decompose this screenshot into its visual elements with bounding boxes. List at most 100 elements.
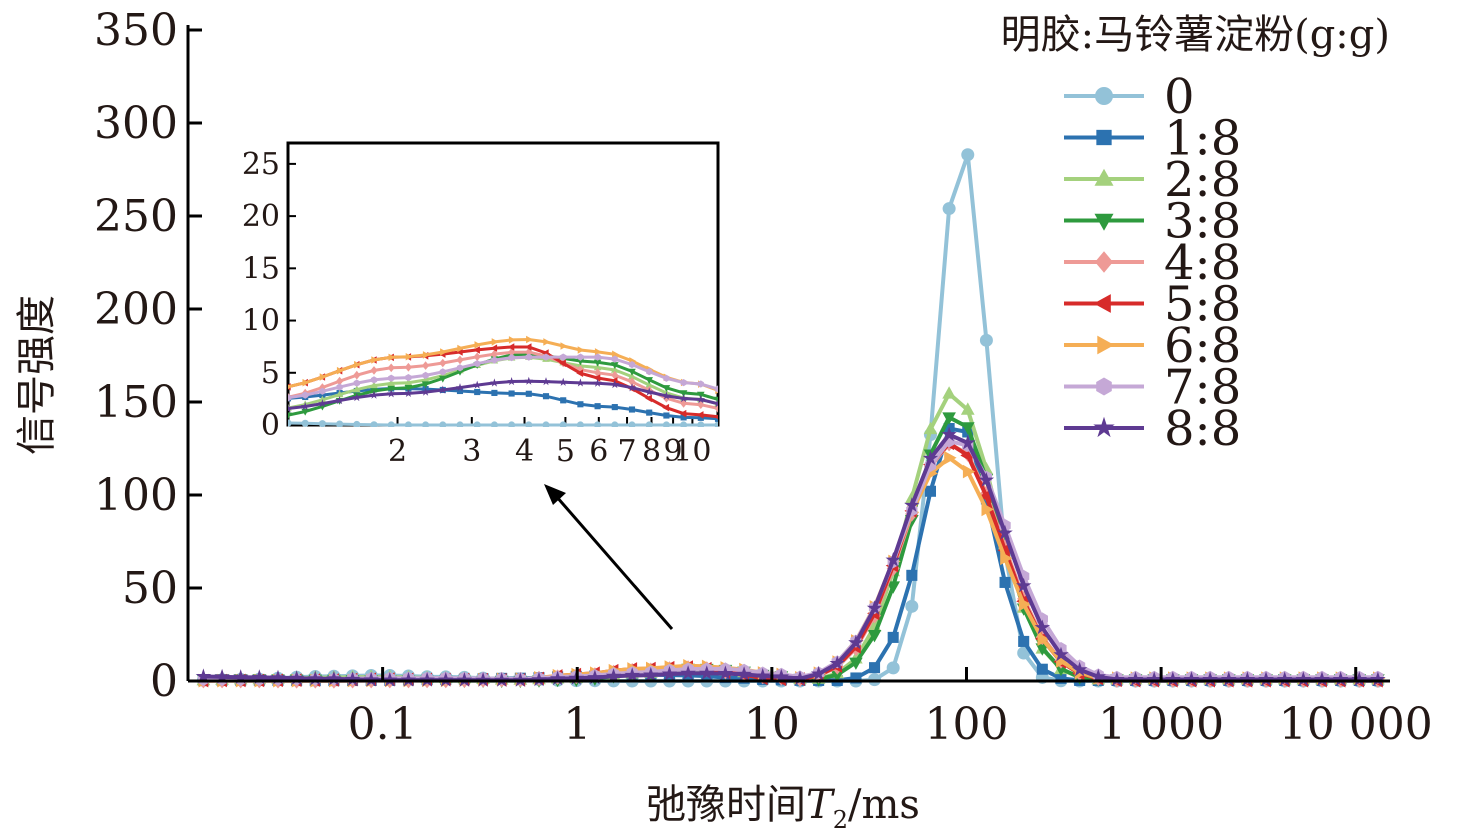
inset-data-point (288, 404, 293, 413)
inset-data-point (371, 356, 379, 364)
data-point (494, 672, 510, 687)
inset-data-point (474, 341, 482, 349)
legend-label: 6:8 (1164, 318, 1241, 374)
inset-data-point (491, 356, 498, 364)
data-point (419, 671, 435, 687)
inset-data-point (662, 421, 670, 427)
legend: 明胶:马铃薯淀粉(g:g) 01:82:83:84:85:86:87:88:8 (1001, 12, 1390, 457)
inset-data-point (526, 335, 533, 344)
legend-title: 明胶:马铃薯淀粉(g:g) (1001, 12, 1390, 58)
legend-label: 2:8 (1164, 152, 1241, 208)
inset-data-point (525, 390, 532, 397)
legend-marker (1095, 87, 1113, 105)
data-point (1034, 619, 1051, 635)
data-point (1332, 671, 1349, 687)
inset-data-point (577, 346, 585, 354)
data-point (1202, 671, 1218, 687)
inset-data-point (456, 368, 464, 376)
inset-data-point (524, 376, 534, 385)
x-tick-label: 10 (744, 699, 800, 750)
inset-data-point (525, 347, 533, 357)
inset-data-point (696, 411, 704, 419)
y-tick-label: 350 (94, 5, 178, 56)
data-point (906, 569, 918, 581)
inset-x-tick-label: 4 (515, 434, 534, 469)
x-tick-label: 0.1 (348, 699, 418, 750)
data-point (326, 670, 342, 686)
inset-data-point (456, 387, 464, 395)
inset-data-point (610, 379, 620, 389)
inset-data-point (422, 351, 430, 359)
inset-data-point (474, 360, 481, 368)
inset-data-point (473, 421, 481, 427)
inset-data-point (388, 374, 395, 382)
data-point (1221, 671, 1237, 687)
inset-data-point (559, 359, 566, 368)
data-point (869, 662, 881, 674)
data-point (1351, 671, 1367, 687)
inset-data-point (491, 338, 499, 346)
inset-data-point (405, 374, 412, 382)
data-point (736, 666, 752, 681)
data-point (400, 671, 417, 687)
series-5:8 (195, 436, 1383, 688)
inset-data-point (628, 421, 636, 427)
inset-data-point (439, 375, 447, 383)
inset-data-point (645, 394, 652, 403)
inset-data-point (662, 391, 671, 400)
inset-data-point (474, 388, 481, 396)
y-tick-label: 100 (94, 470, 178, 521)
data-point (1146, 671, 1162, 687)
inset-data-point (490, 349, 498, 359)
inset-x-tick-label: 10 (673, 434, 711, 469)
inset-data-point (525, 421, 533, 427)
inset-data-point (594, 348, 602, 356)
inset-data-point (369, 390, 379, 399)
inset-data-point (593, 374, 601, 382)
series-line (203, 441, 1378, 683)
legend-label: 4:8 (1164, 235, 1241, 291)
data-point (981, 502, 994, 517)
x-axis-label: 弛豫时间T2/ms (646, 782, 920, 834)
inset-series-line (288, 337, 718, 392)
inset-data-point (439, 358, 447, 368)
data-point (810, 665, 827, 681)
data-point (1295, 671, 1312, 687)
inset-data-point (288, 394, 292, 402)
inset-data-point (353, 420, 361, 427)
inset-data-point (696, 395, 706, 404)
inset-data-point (301, 419, 309, 427)
inset-data-point (611, 421, 619, 427)
inset-data-point (438, 385, 448, 394)
inset-data-point (662, 403, 670, 412)
inset-y-tick-label: 15 (242, 251, 280, 286)
legend-marker (1093, 416, 1115, 438)
inset-data-point (490, 421, 498, 427)
legend-label: 3:8 (1164, 194, 1241, 250)
inset-data-point (713, 399, 718, 408)
inset-x-tick-label: 5 (556, 434, 575, 469)
data-point (850, 672, 862, 684)
inset-data-point (542, 421, 550, 427)
inset-data-point (335, 390, 344, 398)
inset-data-point (577, 401, 584, 408)
data-point (214, 668, 230, 684)
data-point (942, 412, 956, 425)
inset-y-tick-label: 20 (242, 199, 280, 234)
data-point (887, 631, 899, 643)
series-line (203, 438, 1378, 682)
data-point (997, 524, 1013, 540)
inset-data-point (404, 362, 412, 372)
inset-data-point (644, 387, 654, 396)
inset-data-point (422, 421, 430, 427)
inset-data-point (560, 397, 567, 404)
data-point (624, 667, 640, 682)
legend-item-5:8: 5:8 (1064, 277, 1241, 333)
data-point (1277, 671, 1293, 687)
data-point (717, 665, 734, 681)
inset-data-point (593, 378, 602, 387)
inset-data-point (611, 355, 618, 363)
inset-data-point (387, 421, 395, 427)
y-tick-label: 300 (94, 98, 178, 149)
x-tick-label: 10 000 (1279, 699, 1433, 750)
